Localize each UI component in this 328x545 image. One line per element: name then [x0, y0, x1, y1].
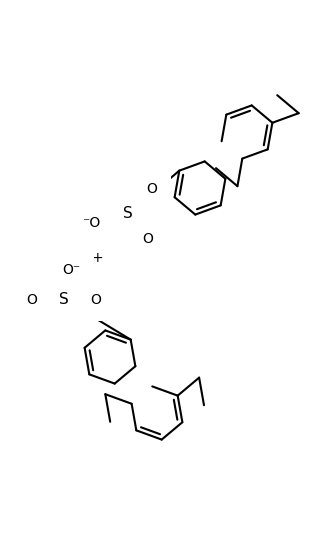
- Text: O: O: [147, 182, 157, 196]
- Text: O: O: [143, 232, 154, 246]
- Text: O: O: [27, 293, 37, 307]
- Text: S: S: [59, 293, 69, 307]
- Text: Ca++: Ca++: [62, 251, 104, 265]
- Text: O: O: [91, 293, 101, 307]
- Text: O⁻: O⁻: [62, 263, 80, 277]
- Text: S: S: [123, 205, 133, 221]
- Text: ⁻O: ⁻O: [82, 216, 100, 230]
